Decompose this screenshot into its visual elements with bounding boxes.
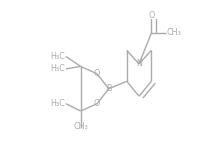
Text: B: B: [106, 84, 111, 93]
Text: CH₃: CH₃: [166, 28, 181, 38]
Text: O: O: [148, 11, 155, 20]
Text: N: N: [136, 59, 142, 68]
Text: O: O: [94, 69, 100, 78]
Text: H₃C: H₃C: [50, 99, 65, 108]
Text: CH₃: CH₃: [73, 122, 88, 131]
Text: H₃C: H₃C: [50, 52, 65, 61]
Text: O: O: [94, 99, 100, 108]
Text: H₃C: H₃C: [50, 64, 65, 73]
